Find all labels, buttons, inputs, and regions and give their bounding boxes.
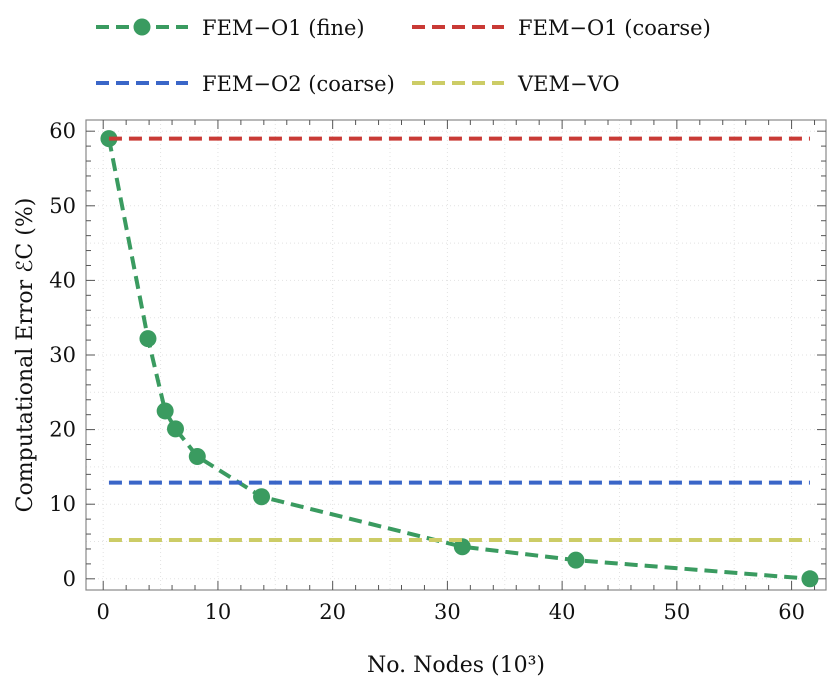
data-point	[156, 402, 174, 420]
axis-ticks: 0 10 20 30 40 50 60 0 10 20 30 40 50 60	[49, 119, 826, 624]
y-tick-label: 20	[49, 418, 76, 442]
x-tick-label: 30	[434, 600, 461, 624]
data-point	[139, 330, 157, 348]
x-tick-label: 50	[663, 600, 690, 624]
x-tick-label: 0	[97, 600, 110, 624]
legend-label: FEM−O1 (fine)	[202, 16, 365, 40]
y-tick-label: 60	[49, 119, 76, 143]
y-tick-label: 40	[49, 268, 76, 292]
x-tick-label: 10	[205, 600, 232, 624]
y-tick-label: 30	[49, 343, 76, 367]
grid	[86, 120, 826, 590]
y-tick-label: 10	[49, 492, 76, 516]
data-point	[188, 447, 206, 465]
y-tick-label: 0	[63, 567, 76, 591]
series	[100, 130, 819, 588]
x-tick-label: 20	[319, 600, 346, 624]
legend: FEM−O1 (fine) FEM−O1 (coarse) FEM−O2 (coar…	[96, 16, 711, 96]
x-axis-label: No. Nodes (10³)	[367, 653, 545, 678]
legend-label: FEM−O2 (coarse)	[202, 72, 395, 96]
legend-label: FEM−O1 (coarse)	[518, 16, 711, 40]
series-line	[106, 138, 811, 581]
legend-marker	[133, 18, 151, 36]
data-point	[567, 551, 585, 569]
y-axis-label: Computational Error ℰC (%)	[13, 198, 38, 513]
data-point	[166, 420, 184, 438]
data-point	[801, 570, 819, 588]
data-point	[453, 538, 471, 556]
legend-label: VEM−VO	[517, 72, 620, 96]
y-tick-label: 50	[49, 194, 76, 218]
legend-item: VEM−VO	[412, 72, 620, 96]
x-tick-label: 60	[778, 600, 805, 624]
x-tick-label: 40	[549, 600, 576, 624]
legend-item: FEM−O1 (fine)	[96, 16, 365, 40]
legend-item: FEM−O1 (coarse)	[412, 16, 711, 40]
series-0	[100, 130, 819, 588]
legend-item: FEM−O2 (coarse)	[96, 72, 395, 96]
data-point	[253, 488, 271, 506]
